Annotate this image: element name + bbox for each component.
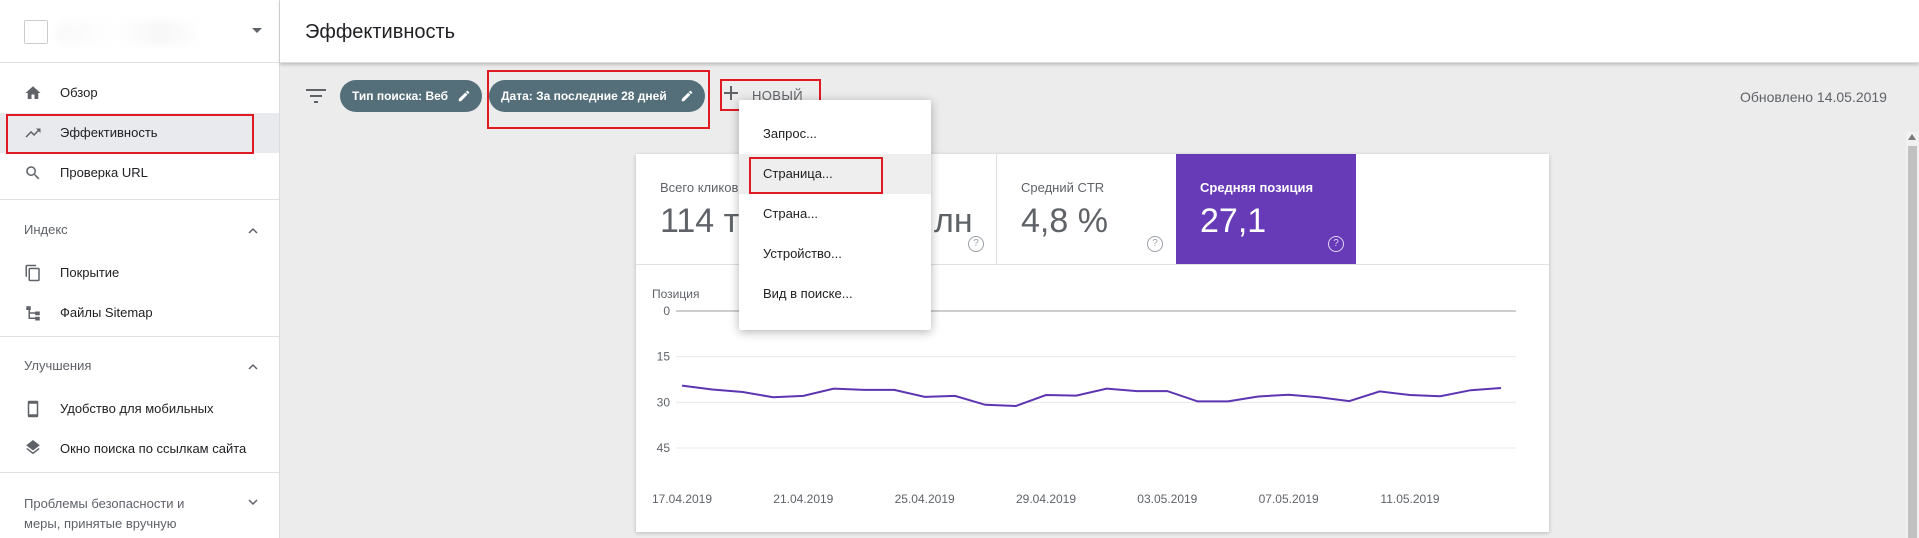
metric-average-ctr[interactable]: Средний CTR 4,8 % ? bbox=[997, 154, 1176, 264]
chip-label: Тип поиска: Веб bbox=[352, 89, 449, 103]
menu-item-device[interactable]: Устройство... bbox=[739, 234, 931, 274]
section-header-security[interactable]: Проблемы безопасности и меры, принятые в… bbox=[24, 494, 184, 534]
chevron-down-icon[interactable] bbox=[248, 497, 258, 507]
section-header-line: меры, принятые вручную bbox=[24, 516, 177, 531]
sidebar-item-label: Файлы Sitemap bbox=[60, 305, 153, 320]
metric-value: 114 т bbox=[660, 202, 740, 240]
x-tick-label: 11.05.2019 bbox=[1380, 492, 1439, 506]
filter-chip-date[interactable]: Дата: За последние 28 дней bbox=[489, 80, 705, 112]
position-chart: 0 15 30 45 17.04.2019 21.04.2019 25.04.2019 29… bbox=[652, 287, 1516, 506]
metric-label: Средняя позиция bbox=[1200, 180, 1314, 195]
scroll-up-arrow-icon[interactable] bbox=[1908, 134, 1916, 140]
y-axis-label: Позиция bbox=[652, 287, 699, 301]
y-tick-label: 15 bbox=[657, 350, 671, 364]
sidebar-divider bbox=[0, 336, 279, 337]
x-tick-label: 25.04.2019 bbox=[895, 492, 955, 506]
x-tick-label: 07.05.2019 bbox=[1259, 492, 1319, 506]
edit-icon[interactable] bbox=[680, 89, 694, 103]
sidebar-item-sitelinks-searchbox[interactable]: Окно поиска по ссылкам сайта bbox=[0, 429, 279, 469]
menu-item-label: Вид в поиске... bbox=[763, 286, 853, 301]
filter-chip-search-type[interactable]: Тип поиска: Веб bbox=[340, 80, 482, 112]
metric-value: 4,8 % bbox=[1021, 202, 1108, 240]
copy-icon bbox=[25, 264, 40, 282]
sidebar-item-label: Проверка URL bbox=[60, 165, 148, 180]
top-header bbox=[280, 0, 1919, 63]
sidebar-item-url-inspection[interactable]: Проверка URL bbox=[0, 153, 279, 193]
page-title: Эффективность bbox=[305, 21, 456, 43]
metric-value: лн bbox=[934, 202, 973, 240]
section-header-index[interactable]: Индекс bbox=[24, 222, 68, 237]
y-tick-label: 30 bbox=[657, 395, 671, 409]
metric-label: Всего кликов bbox=[660, 180, 739, 195]
caret-down-icon[interactable] bbox=[252, 28, 262, 33]
sidebar-item-label: Эффективность bbox=[60, 125, 158, 140]
property-favicon bbox=[24, 20, 48, 44]
last-updated-text: Обновлено 14.05.2019 bbox=[1740, 89, 1887, 105]
menu-item-search-appearance[interactable]: Вид в поиске... bbox=[739, 274, 931, 314]
search-icon bbox=[26, 166, 40, 180]
property-name-redacted bbox=[56, 20, 204, 46]
sidebar-item-overview[interactable]: Обзор bbox=[0, 73, 279, 113]
menu-item-label: Запрос... bbox=[763, 126, 817, 141]
highlight-box bbox=[6, 114, 254, 154]
new-filter-button[interactable]: НОВЫЙ bbox=[752, 88, 804, 103]
highlight-box bbox=[487, 70, 710, 129]
new-filter-dropdown: Запрос... Страница... Страна... Устройст… bbox=[739, 100, 931, 330]
sidebar-item-sitemaps[interactable]: Файлы Sitemap bbox=[0, 293, 279, 333]
menu-item-label: Страна... bbox=[763, 206, 819, 221]
add-icon[interactable] bbox=[722, 84, 740, 102]
metric-value: 27,1 bbox=[1200, 202, 1267, 240]
section-header-enhancements[interactable]: Улучшения bbox=[24, 358, 92, 373]
y-tick-label: 0 bbox=[663, 304, 670, 318]
menu-item-label: Устройство... bbox=[763, 246, 842, 261]
scrollbar-thumb[interactable] bbox=[1908, 146, 1917, 538]
sitemap-icon bbox=[26, 306, 40, 321]
trending-up-icon bbox=[25, 128, 41, 138]
x-tick-label: 03.05.2019 bbox=[1137, 492, 1197, 506]
menu-item-page[interactable]: Страница... bbox=[739, 154, 931, 194]
x-tick-label: 21.04.2019 bbox=[773, 492, 833, 506]
sidebar-item-coverage[interactable]: Покрытие bbox=[0, 253, 279, 293]
sidebar-item-label: Покрытие bbox=[60, 265, 120, 280]
menu-item-query[interactable]: Запрос... bbox=[739, 114, 931, 154]
home-icon bbox=[25, 86, 41, 99]
smartphone-icon bbox=[27, 400, 39, 418]
metric-label: Средний CTR bbox=[1021, 180, 1105, 195]
series-line-position bbox=[681, 384, 1502, 408]
sidebar-item-performance[interactable]: Эффективность bbox=[0, 113, 279, 153]
x-tick-label: 29.04.2019 bbox=[1016, 492, 1076, 506]
sidebar: Обзор Эффективность Проверка URL Индекс … bbox=[0, 0, 280, 538]
sidebar-item-label: Обзор bbox=[60, 85, 98, 100]
chevron-up-icon[interactable] bbox=[248, 226, 258, 236]
sidebar-item-label: Окно поиска по ссылкам сайта bbox=[60, 441, 247, 456]
metric-average-position[interactable]: Средняя позиция 27,1 ? bbox=[1176, 154, 1356, 264]
help-icon[interactable]: ? bbox=[1147, 236, 1163, 252]
x-tick-label: 17.04.2019 bbox=[652, 492, 712, 506]
filter-icon[interactable] bbox=[306, 88, 326, 104]
highlight-box bbox=[749, 157, 883, 194]
layers-icon bbox=[26, 440, 40, 455]
menu-item-country[interactable]: Страна... bbox=[739, 194, 931, 234]
sidebar-item-label: Удобство для мобильных bbox=[60, 401, 214, 416]
card-divider bbox=[636, 264, 1549, 265]
sidebar-divider bbox=[0, 472, 279, 473]
y-tick-label: 45 bbox=[657, 441, 671, 455]
chevron-up-icon[interactable] bbox=[248, 362, 258, 372]
property-selector[interactable] bbox=[0, 0, 279, 63]
help-icon[interactable]: ? bbox=[1328, 236, 1344, 252]
metric-total-clicks[interactable]: Всего кликов 114 т bbox=[636, 154, 816, 264]
chip-label: Дата: За последние 28 дней bbox=[501, 89, 667, 103]
sidebar-item-mobile-usability[interactable]: Удобство для мобильных bbox=[0, 389, 279, 429]
help-icon[interactable]: ? bbox=[968, 236, 984, 252]
edit-icon[interactable] bbox=[457, 89, 471, 103]
metric-total-impressions[interactable]: лн ? bbox=[816, 154, 997, 264]
section-header-line: Проблемы безопасности и bbox=[24, 496, 185, 511]
sidebar-divider bbox=[0, 199, 279, 200]
menu-item-label: Страница... bbox=[763, 166, 833, 181]
